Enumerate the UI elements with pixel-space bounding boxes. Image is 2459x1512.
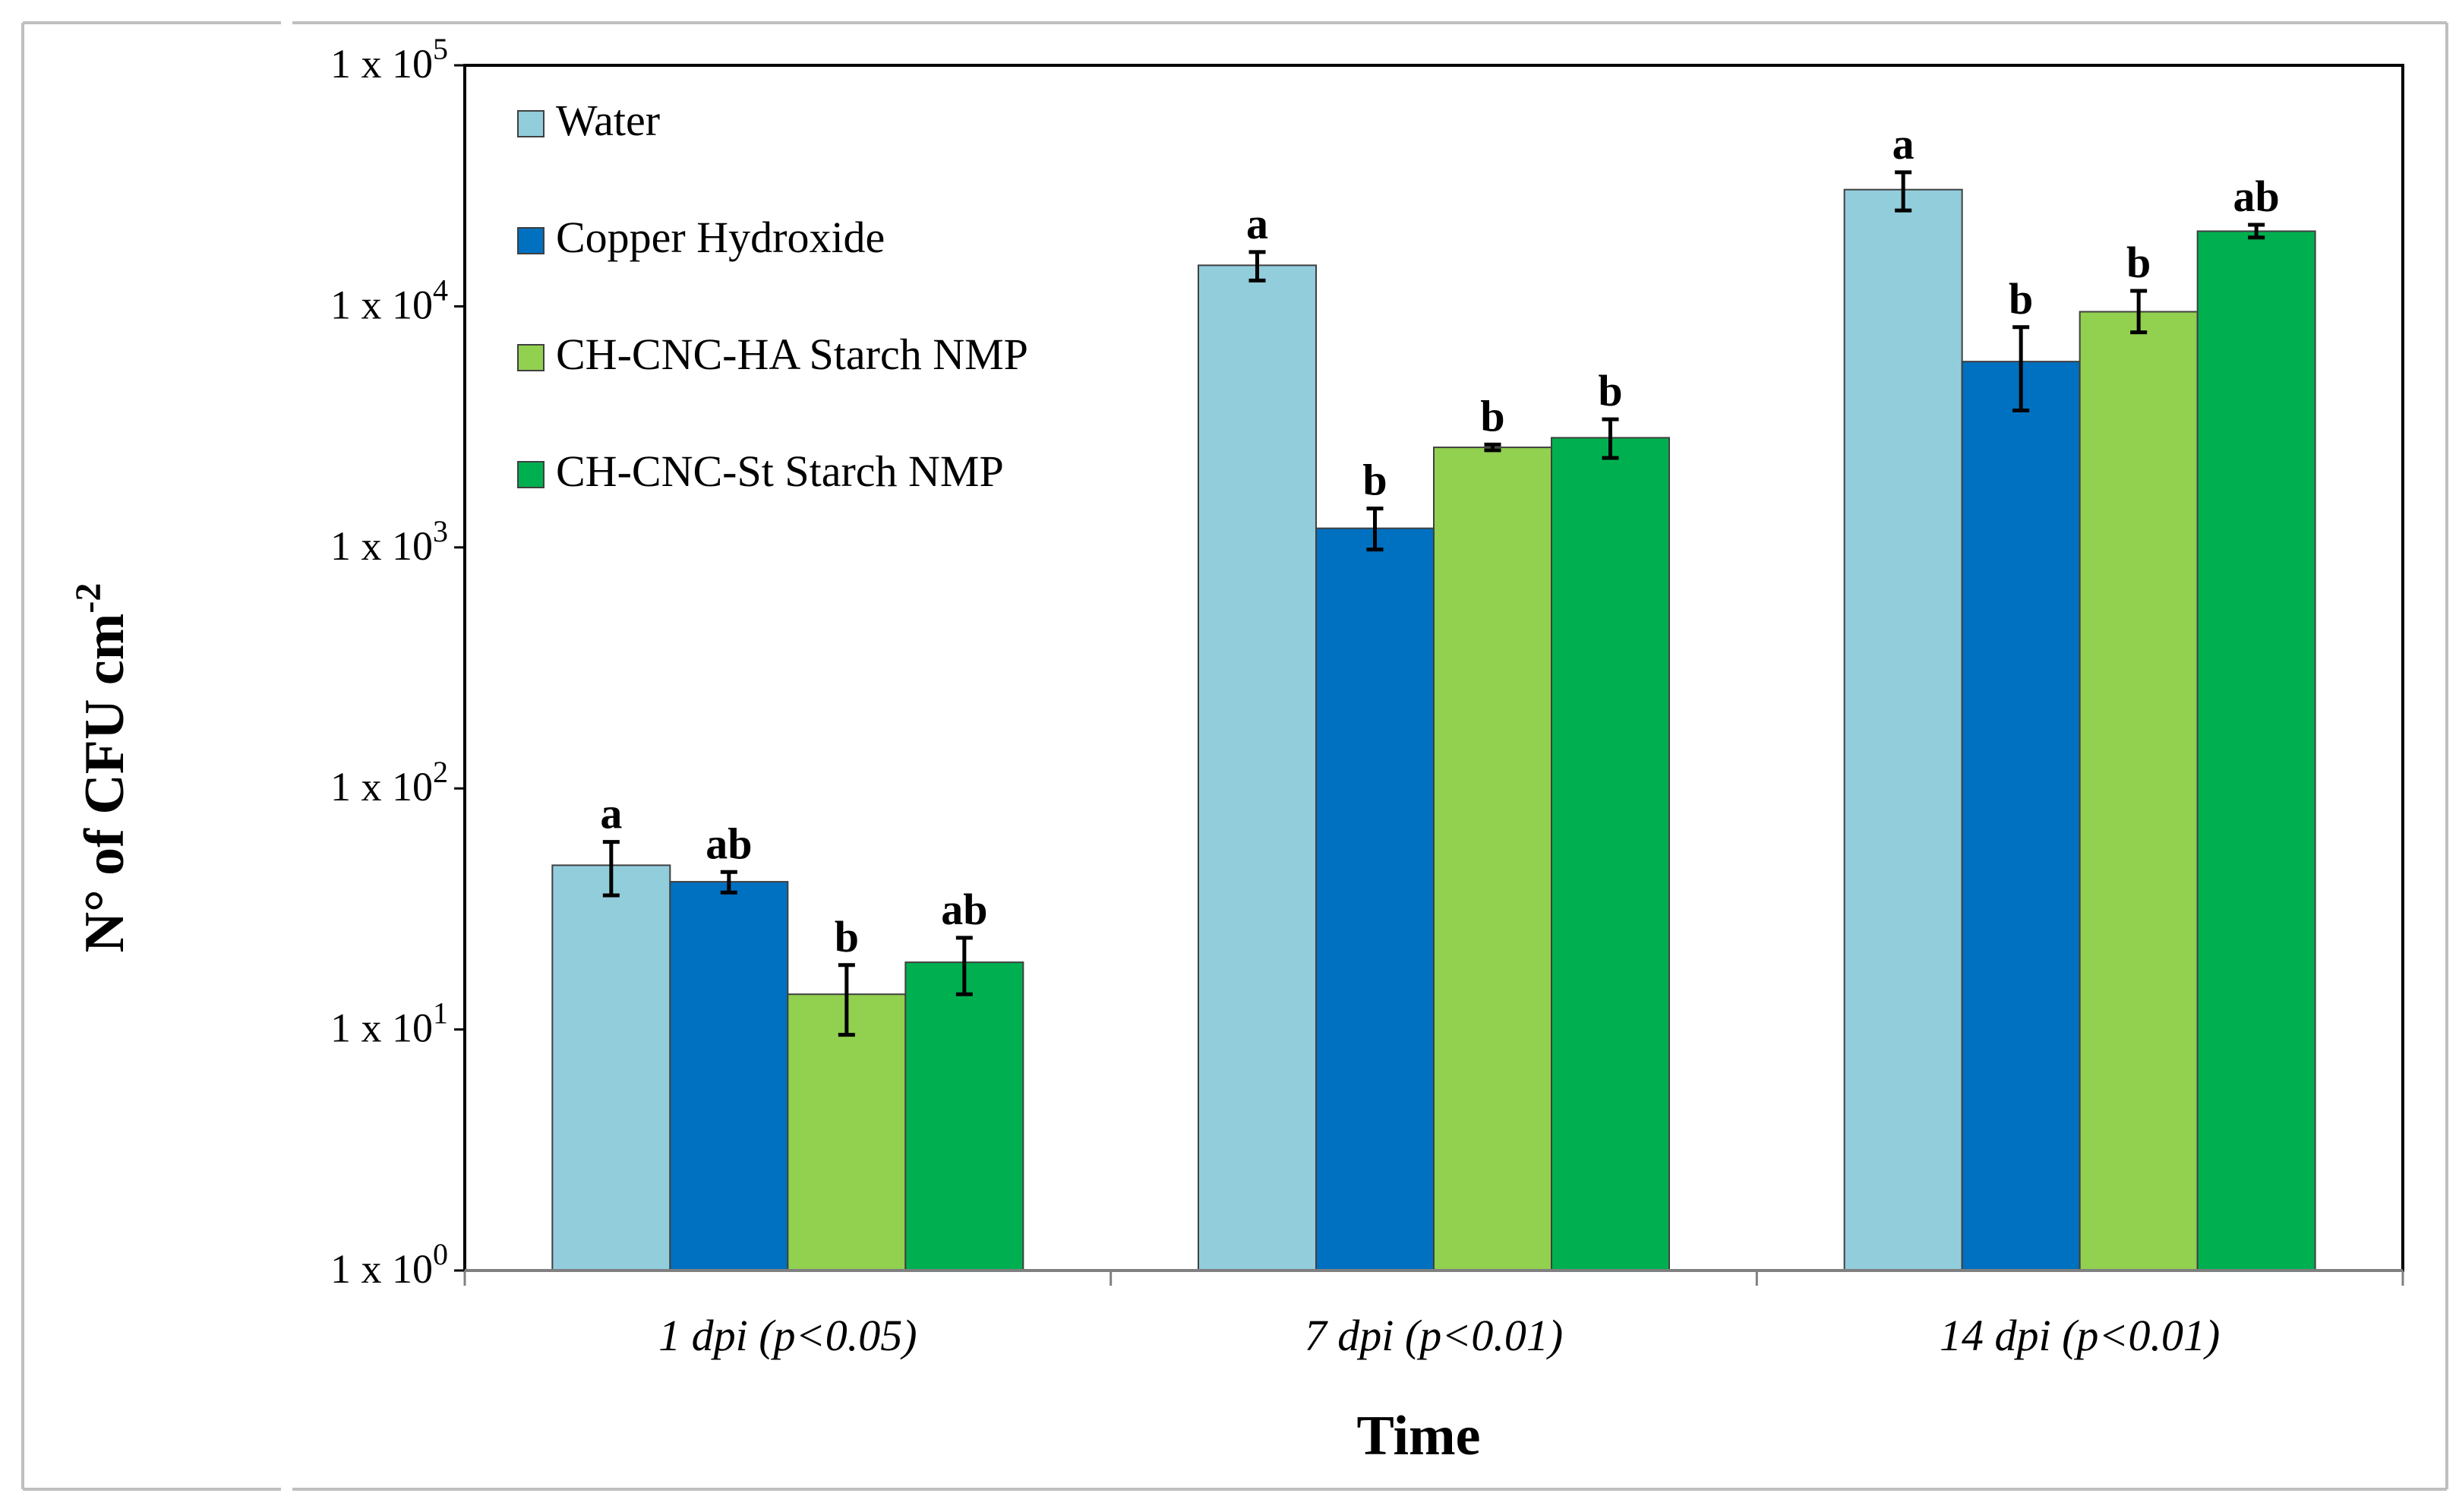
significance-letter: a	[1246, 199, 1268, 248]
bar	[1551, 437, 1670, 1271]
y-tick-label-base: 1 x 10	[330, 282, 433, 327]
significance-letter: ab	[2233, 172, 2280, 221]
x-axis-ticks	[463, 1271, 2404, 1286]
bar	[1961, 361, 2081, 1271]
legend-swatch	[517, 227, 545, 254]
legend-swatch	[517, 344, 545, 371]
y-tick-label: 1 x 100	[330, 1237, 448, 1292]
bar	[1198, 264, 1317, 1272]
y-tick-label: 1 x 103	[330, 514, 448, 569]
y-tick-label-base: 1 x 10	[330, 1005, 433, 1051]
y-tick-label-exponent: 3	[433, 514, 448, 548]
y-tick-label-exponent: 4	[433, 273, 448, 307]
legend-swatch	[517, 110, 545, 137]
legend-label: Copper Hydroxide	[556, 213, 885, 262]
y-axis-title-base: N° of CFU cm	[74, 614, 136, 953]
x-axis-title: Time	[1356, 1405, 1480, 1467]
bar	[551, 864, 671, 1271]
bar	[2079, 311, 2199, 1271]
significance-letter: b	[835, 912, 859, 961]
legend-label: CH-CNC-St Starch NMP	[556, 447, 1004, 496]
bars	[551, 188, 2316, 1272]
legend-swatch	[517, 461, 545, 488]
significance-letter: b	[2009, 274, 2033, 324]
significance-letter: b	[1362, 456, 1387, 505]
y-tick-label-base: 1 x 10	[330, 764, 433, 810]
significance-letter: b	[2126, 238, 2151, 287]
y-tick-label: 1 x 104	[330, 273, 448, 327]
x-tick-label: 14 dpi (p<0.01)	[1940, 1311, 2220, 1360]
legend-label: CH-CNC-HA Starch NMP	[556, 330, 1028, 379]
bar	[1843, 188, 1963, 1271]
y-tick-label: 1 x 105	[330, 32, 448, 87]
bar	[669, 881, 789, 1271]
bar	[1315, 527, 1435, 1271]
y-tick-label-base: 1 x 10	[330, 1246, 433, 1292]
y-tick-label: 1 x 101	[330, 996, 448, 1051]
significance-letter: a	[600, 789, 622, 838]
significance-letter: ab	[706, 819, 752, 868]
bar	[1433, 447, 1552, 1272]
significance-letter: b	[1480, 391, 1504, 440]
y-tick-label-base: 1 x 10	[330, 41, 433, 87]
y-axis-title: N° of CFU cm-2	[68, 583, 136, 953]
x-tick-label: 1 dpi (p<0.05)	[658, 1311, 917, 1360]
y-tick-label: 1 x 102	[330, 755, 448, 810]
y-tick-label-base: 1 x 10	[330, 523, 433, 569]
bar	[904, 961, 1024, 1272]
y-axis-title-exponent: -2	[68, 583, 109, 614]
significance-letter: ab	[941, 885, 987, 934]
significance-letter: b	[1598, 366, 1622, 415]
x-tick-label: 7 dpi (p<0.01)	[1305, 1311, 1563, 1360]
y-tick-label-exponent: 2	[433, 755, 448, 789]
legend-label: Water	[556, 96, 660, 145]
bar	[2196, 230, 2316, 1271]
x-axis-tick-labels: 1 dpi (p<0.05) 7 dpi (p<0.01) 14 dpi (p<0.…	[658, 1311, 2220, 1360]
significance-letter: a	[1892, 119, 1914, 169]
y-tick-label-exponent: 5	[433, 32, 448, 66]
y-tick-label-exponent: 1	[433, 996, 448, 1031]
error-bars	[602, 170, 2265, 1037]
legend: Water Copper Hydroxide CH-CNC-HA Starch NM…	[517, 96, 1028, 496]
y-tick-label-exponent: 0	[433, 1237, 448, 1271]
